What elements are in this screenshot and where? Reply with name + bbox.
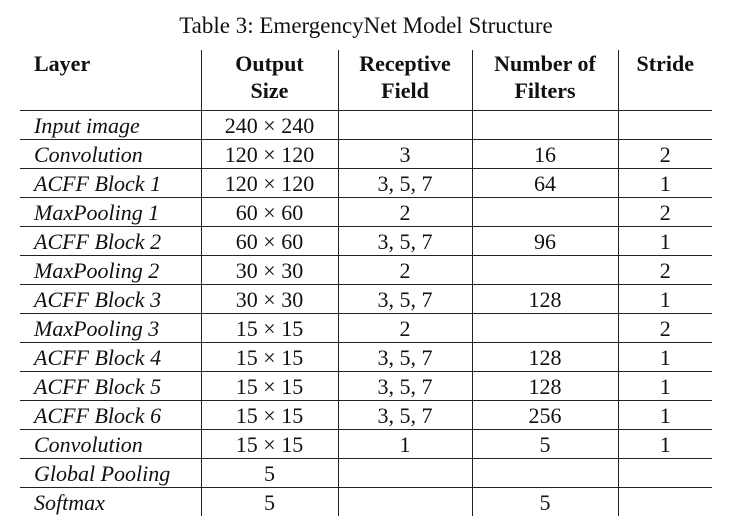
table-row: Convolution 120 × 120 3 16 2 xyxy=(20,139,712,169)
layer-cell: ACFF Block 4 xyxy=(20,342,202,372)
table-row: MaxPooling 1 60 × 60 2 2 xyxy=(20,197,712,227)
layer-cell: Input image xyxy=(20,110,202,140)
stride-cell: 1 xyxy=(618,284,712,314)
filters-cell xyxy=(472,458,619,488)
header-output-size: Output Size xyxy=(201,50,339,111)
table-row: ACFF Block 3 30 × 30 3, 5, 7 128 1 xyxy=(20,284,712,314)
receptive-field-cell xyxy=(338,110,473,140)
filters-cell xyxy=(472,197,619,227)
layer-cell: ACFF Block 3 xyxy=(20,284,202,314)
output-size-cell: 15 × 15 xyxy=(201,400,339,430)
receptive-field-cell: 3, 5, 7 xyxy=(338,226,473,256)
stride-cell: 2 xyxy=(618,197,712,227)
table-row: Convolution 15 × 15 1 5 1 xyxy=(20,429,712,459)
output-size-cell: 120 × 120 xyxy=(201,139,339,169)
filters-cell xyxy=(472,255,619,285)
output-size-cell: 30 × 30 xyxy=(201,255,339,285)
output-size-cell: 60 × 60 xyxy=(201,197,339,227)
receptive-field-cell xyxy=(338,487,473,516)
filters-cell: 5 xyxy=(472,487,619,516)
table-row: ACFF Block 4 15 × 15 3, 5, 7 128 1 xyxy=(20,342,712,372)
receptive-field-cell: 3, 5, 7 xyxy=(338,168,473,198)
stride-cell: 1 xyxy=(618,400,712,430)
receptive-field-cell: 3 xyxy=(338,139,473,169)
layer-cell: MaxPooling 3 xyxy=(20,313,202,343)
output-size-cell: 120 × 120 xyxy=(201,168,339,198)
header-number-of-filters: Number of Filters xyxy=(472,50,619,111)
receptive-field-cell: 3, 5, 7 xyxy=(338,284,473,314)
table-row: ACFF Block 2 60 × 60 3, 5, 7 96 1 xyxy=(20,226,712,256)
receptive-field-cell: 3, 5, 7 xyxy=(338,400,473,430)
output-size-cell: 30 × 30 xyxy=(201,284,339,314)
filters-cell: 64 xyxy=(472,168,619,198)
layer-cell: MaxPooling 1 xyxy=(20,197,202,227)
output-size-cell: 15 × 15 xyxy=(201,342,339,372)
output-size-cell: 60 × 60 xyxy=(201,226,339,256)
layer-cell: ACFF Block 2 xyxy=(20,226,202,256)
table-row: ACFF Block 1 120 × 120 3, 5, 7 64 1 xyxy=(20,168,712,198)
receptive-field-cell: 3, 5, 7 xyxy=(338,342,473,372)
stride-cell xyxy=(618,488,712,517)
receptive-field-cell: 2 xyxy=(338,255,473,285)
table-body: Input image 240 × 240 Convolution 120 × 120… xyxy=(20,110,712,517)
table-row: Softmax 5 5 xyxy=(20,487,712,517)
filters-cell: 128 xyxy=(472,371,619,401)
table-row: ACFF Block 5 15 × 15 3, 5, 7 128 1 xyxy=(20,371,712,401)
table-row: Global Pooling 5 xyxy=(20,458,712,488)
output-size-cell: 15 × 15 xyxy=(201,313,339,343)
layer-cell: ACFF Block 6 xyxy=(20,400,202,430)
model-structure-table: Layer Output Size Receptive Field Number o… xyxy=(20,50,712,516)
receptive-field-cell: 2 xyxy=(338,313,473,343)
header-stride: Stride xyxy=(618,50,712,111)
filters-cell xyxy=(472,313,619,343)
layer-cell: ACFF Block 5 xyxy=(20,371,202,401)
output-size-cell: 15 × 15 xyxy=(201,429,339,459)
table-caption: Table 3: EmergencyNet Model Structure xyxy=(179,13,553,38)
filters-cell: 5 xyxy=(472,429,619,459)
output-size-cell: 5 xyxy=(201,487,339,516)
filters-cell: 128 xyxy=(472,342,619,372)
filters-cell: 256 xyxy=(472,400,619,430)
layer-cell: Softmax xyxy=(20,487,202,516)
filters-cell xyxy=(472,110,619,140)
receptive-field-cell xyxy=(338,458,473,488)
output-size-cell: 5 xyxy=(201,458,339,488)
stride-cell: 1 xyxy=(618,342,712,372)
receptive-field-cell: 2 xyxy=(338,197,473,227)
stride-cell xyxy=(618,110,712,140)
receptive-field-cell: 3, 5, 7 xyxy=(338,371,473,401)
table-row: ACFF Block 6 15 × 15 3, 5, 7 256 1 xyxy=(20,400,712,430)
stride-cell: 2 xyxy=(618,255,712,285)
table-header-row: Layer Output Size Receptive Field Number o… xyxy=(20,50,712,111)
header-layer: Layer xyxy=(20,50,202,111)
stride-cell: 1 xyxy=(618,226,712,256)
layer-cell: ACFF Block 1 xyxy=(20,168,202,198)
stride-cell: 1 xyxy=(618,371,712,401)
receptive-field-cell: 1 xyxy=(338,429,473,459)
header-receptive-field: Receptive Field xyxy=(338,50,473,111)
output-size-cell: 15 × 15 xyxy=(201,371,339,401)
stride-cell xyxy=(618,458,712,488)
stride-cell: 2 xyxy=(618,313,712,343)
layer-cell: Convolution xyxy=(20,139,202,169)
stride-cell: 2 xyxy=(618,139,712,169)
filters-cell: 16 xyxy=(472,139,619,169)
layer-cell: MaxPooling 2 xyxy=(20,255,202,285)
layer-cell: Global Pooling xyxy=(20,458,202,488)
table-row: MaxPooling 3 15 × 15 2 2 xyxy=(20,313,712,343)
table-row: Input image 240 × 240 xyxy=(20,110,712,140)
filters-cell: 128 xyxy=(472,284,619,314)
stride-cell: 1 xyxy=(618,168,712,198)
filters-cell: 96 xyxy=(472,226,619,256)
layer-cell: Convolution xyxy=(20,429,202,459)
output-size-cell: 240 × 240 xyxy=(201,110,339,140)
stride-cell: 1 xyxy=(618,429,712,459)
table-row: MaxPooling 2 30 × 30 2 2 xyxy=(20,255,712,285)
